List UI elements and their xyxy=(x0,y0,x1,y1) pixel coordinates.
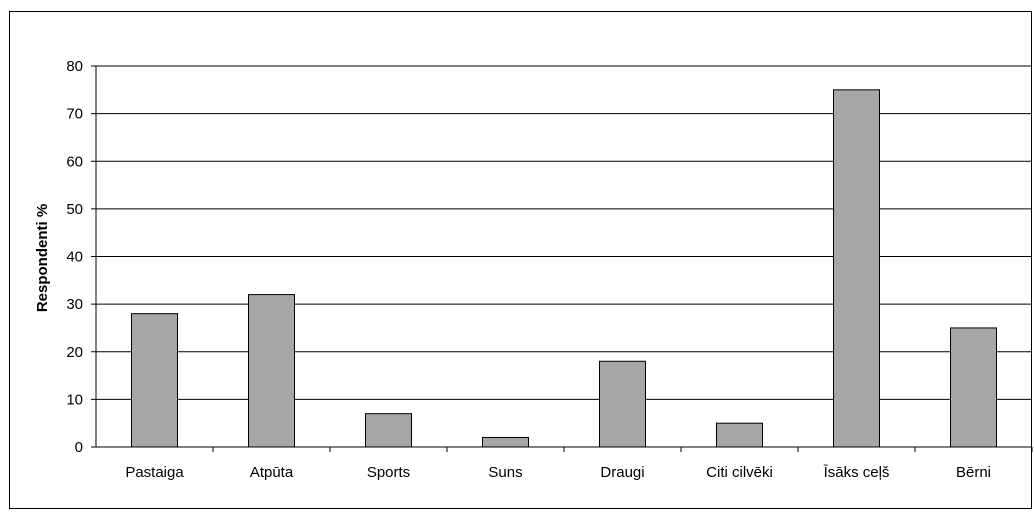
tick-labels: 0 10 20 30 40 50 60 70 80 Pastaiga Atpūta Sports Sun… xyxy=(66,58,991,481)
y-tick-label: 0 xyxy=(75,439,83,456)
y-tick-label: 40 xyxy=(66,249,83,266)
y-axis-title: Respondenti % xyxy=(34,204,51,312)
bar xyxy=(716,422,763,448)
y-tick-label: 50 xyxy=(66,201,83,218)
y-tick-label: 10 xyxy=(66,391,83,408)
x-tick-label: Īsāks ceļš xyxy=(824,464,890,481)
x-tick-label: Draugi xyxy=(600,464,644,481)
bar xyxy=(131,313,178,448)
bar xyxy=(833,89,880,448)
y-tick-label: 30 xyxy=(66,296,83,313)
y-tick-label: 60 xyxy=(66,153,83,170)
y-tick-label: 70 xyxy=(66,106,83,123)
y-tick-label: 20 xyxy=(66,344,83,361)
bar xyxy=(950,327,997,448)
bar xyxy=(365,413,412,448)
x-tick-label: Bērni xyxy=(956,464,991,481)
y-tick-label: 80 xyxy=(66,58,83,75)
bar xyxy=(248,294,295,448)
x-tick-label: Sports xyxy=(367,464,410,481)
bar xyxy=(599,360,646,448)
x-tick-label: Citi cilvēki xyxy=(706,464,773,481)
bars xyxy=(131,89,997,448)
x-tick-label: Pastaiga xyxy=(125,464,184,481)
bar xyxy=(482,436,529,448)
x-tick-label: Atpūta xyxy=(250,464,294,481)
axes xyxy=(91,65,1033,452)
x-tick-label: Suns xyxy=(488,464,522,481)
gridlines xyxy=(96,65,1032,400)
